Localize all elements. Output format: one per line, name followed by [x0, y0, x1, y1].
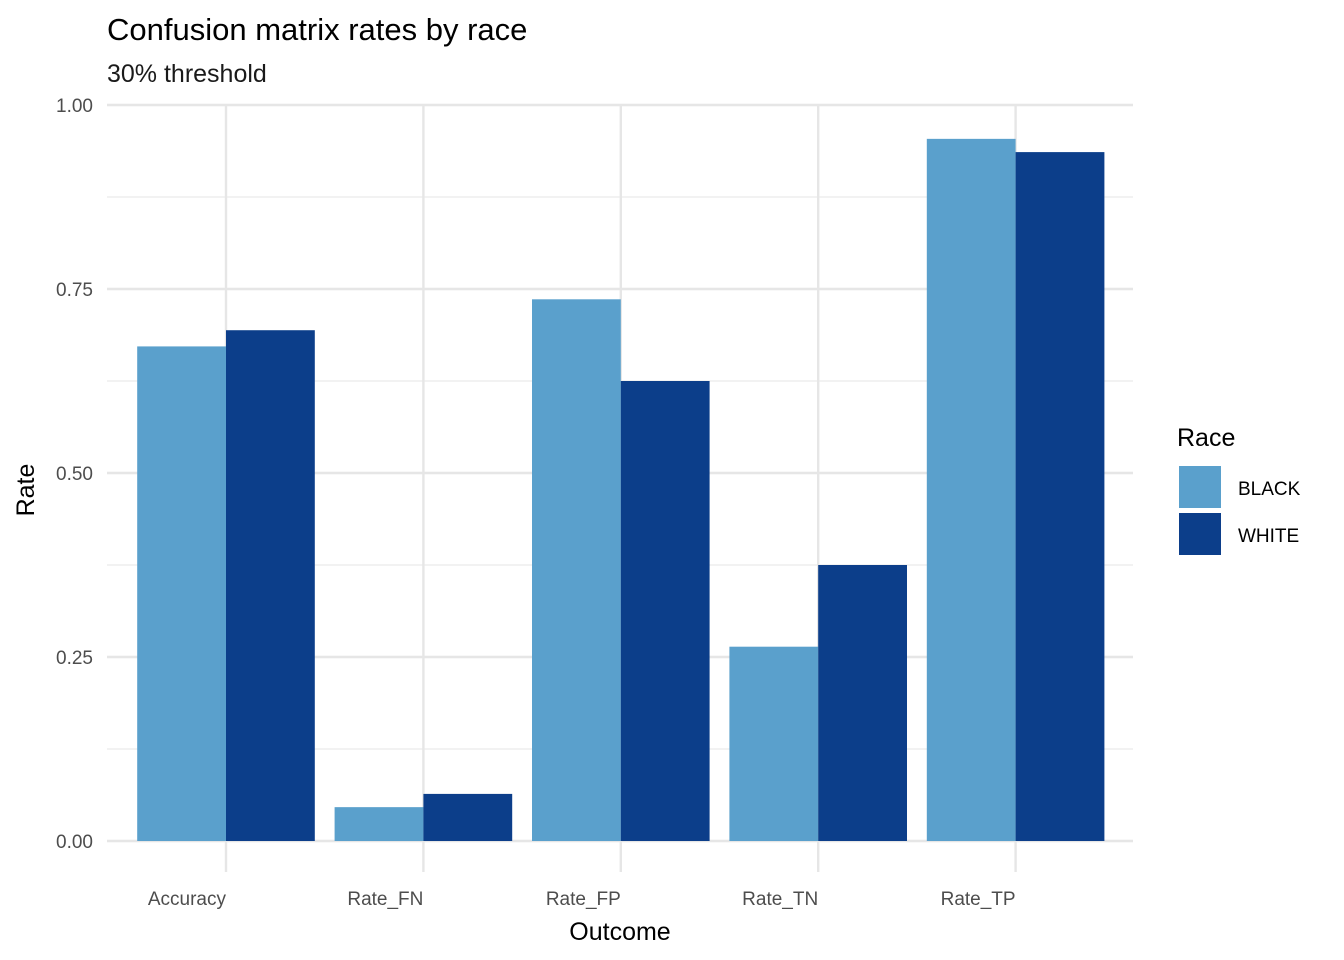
legend-title: Race — [1177, 424, 1235, 452]
legend-label-white: WHITE — [1238, 526, 1299, 547]
x-tick-label: Rate_TP — [941, 889, 1016, 910]
bar-white-rate-tn — [818, 565, 907, 841]
bar-black-rate-fp — [532, 299, 621, 842]
y-axis-ticks: 0.00 0.25 0.50 0.75 1.00 — [56, 96, 93, 853]
y-tick-label: 0.50 — [56, 464, 93, 485]
bars — [137, 138, 1105, 842]
chart-title: Confusion matrix rates by race — [107, 12, 527, 47]
bar-black-rate-tn — [729, 646, 819, 841]
y-axis-title: Rate — [12, 464, 40, 517]
x-tick-label: Rate_FP — [546, 889, 621, 910]
legend-key-white — [1179, 513, 1221, 555]
legend-key-black — [1179, 466, 1221, 508]
bar-white-accuracy — [226, 330, 315, 841]
bar-black-accuracy — [137, 346, 226, 841]
bar-white-rate-fp — [620, 381, 710, 841]
bar-black-rate-fn — [334, 807, 424, 841]
legend-label-black: BLACK — [1238, 479, 1301, 500]
chart-subtitle: 30% threshold — [107, 60, 267, 88]
x-axis-title: Outcome — [569, 918, 670, 946]
x-tick-label: Rate_FN — [347, 889, 423, 910]
y-tick-label: 0.25 — [56, 648, 93, 669]
legend: Race BLACK WHITE — [1177, 424, 1301, 555]
x-tick-label: Rate_TN — [742, 889, 818, 910]
bar-black-rate-tp — [926, 138, 1016, 841]
x-tick-label: Accuracy — [148, 889, 227, 910]
y-tick-label: 1.00 — [56, 96, 93, 117]
y-tick-label: 0.00 — [56, 832, 93, 853]
y-tick-label: 0.75 — [56, 280, 93, 301]
bar-white-rate-tp — [1015, 152, 1105, 841]
x-axis-ticks: Accuracy Rate_FN Rate_FP Rate_TN Rate_TP — [148, 889, 1016, 910]
bar-white-rate-fn — [423, 793, 513, 841]
